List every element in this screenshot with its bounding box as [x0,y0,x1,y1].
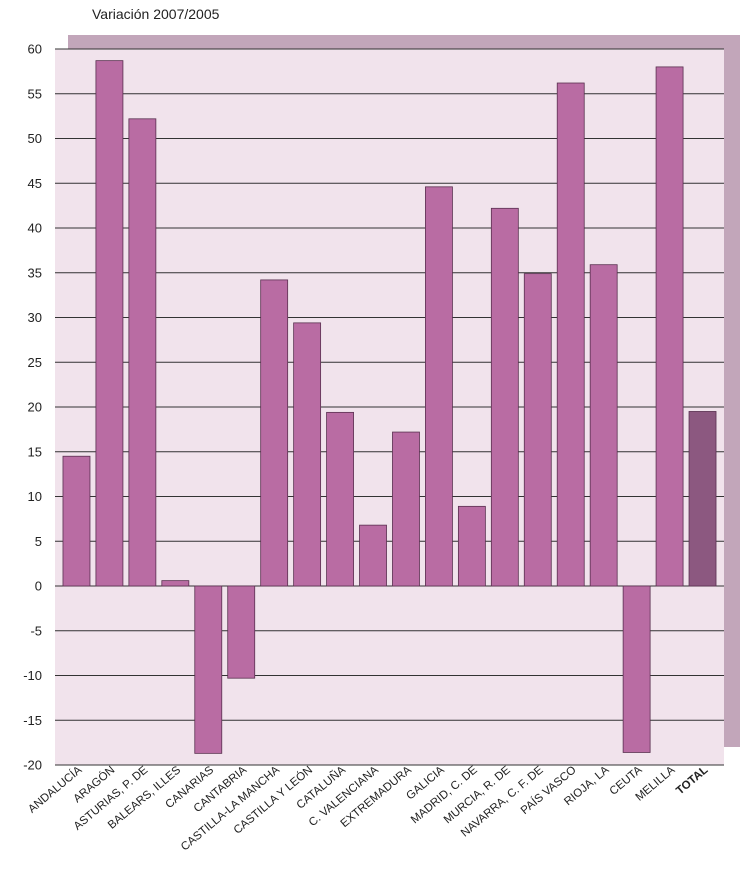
y-tick-label: -10 [23,668,42,683]
y-tick-label: 35 [28,265,42,280]
y-tick-label: 10 [28,489,42,504]
bar-extremadura [392,431,420,587]
bar-madrid-c-de [457,505,486,587]
x-tick-label: TOTAL [674,764,710,797]
bar-andalucía [62,455,91,587]
y-tick-label: -5 [30,623,42,638]
y-tick-label: -20 [23,758,42,773]
bar-asturias-p-de [128,118,157,587]
y-tick-label: 50 [28,131,42,146]
bar-país-vasco [556,82,585,587]
y-tick-label: 60 [28,42,42,57]
bar-cataluña [326,411,354,587]
y-tick-label: 40 [28,221,42,236]
bar-navarra-c-f-de [523,273,552,587]
bar-cantabria [227,585,256,679]
bar-aragón [95,60,124,587]
y-tick-label: 55 [28,86,42,101]
x-tick-label: PAÍS VASCO [518,763,578,817]
bars [62,60,717,754]
bar-murcia-r-de [490,207,519,587]
bar-canarias [194,585,223,754]
bar-c-valenciana [359,524,387,587]
y-tick-label: 30 [28,310,42,325]
y-tick-label: 45 [28,176,42,191]
bar-melilla [655,66,684,587]
bar-total [688,411,717,587]
bar-castilla-la-mancha [260,279,289,587]
y-tick-label: 25 [28,355,42,370]
y-tick-label: -15 [23,713,42,728]
bar-ceuta [622,585,651,753]
bar-balears-illes [161,580,190,587]
y-tick-label: 5 [35,534,42,549]
chart-title: Variación 2007/2005 [92,6,220,22]
bar-galicia [425,186,453,587]
y-tick-label: 15 [28,444,42,459]
y-tick-label: 20 [28,400,42,415]
bar-rioja-la [589,264,618,587]
y-tick-label: 0 [35,579,42,594]
bar-castilla-y-león [293,322,322,587]
